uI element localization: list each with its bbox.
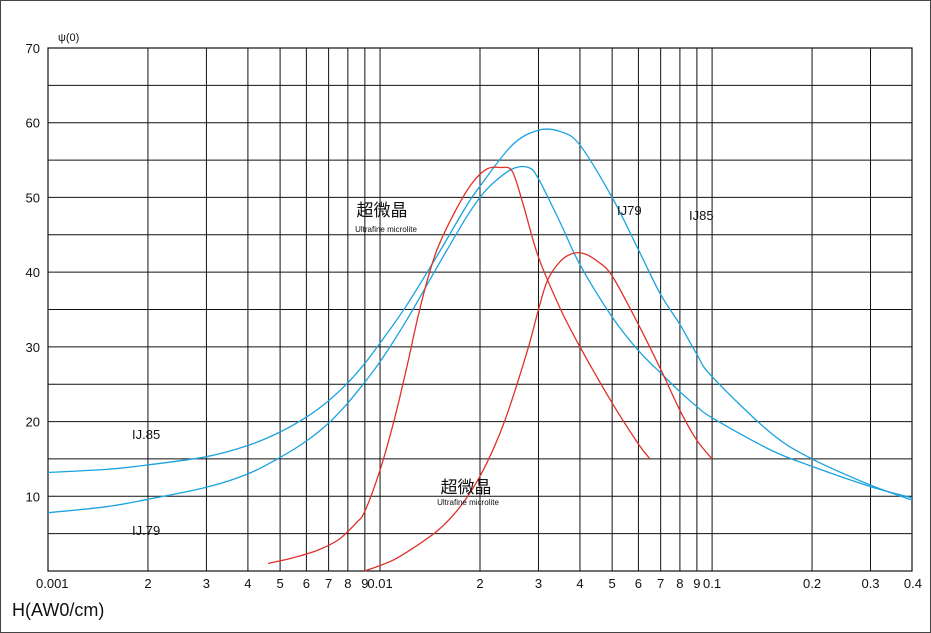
x-tick-label: 2 [476, 576, 483, 591]
series-group [47, 128, 913, 572]
annotation-ultrafine-upper-cn: 超微晶 [357, 201, 408, 221]
y-tick-label: 30 [26, 340, 40, 355]
x-tick-label: 2 [144, 576, 151, 591]
x-tick-label: 6 [635, 576, 642, 591]
annotation-ij85-right: IJ85 [689, 208, 714, 223]
x-tick-label: 6 [303, 576, 310, 591]
x-tick-label: 0.001 [36, 576, 69, 591]
x-tick-label: 4 [576, 576, 583, 591]
x-tick-label: 0.01 [367, 576, 392, 591]
annotation-ij79-left: IJ.79 [132, 523, 160, 538]
x-tick-label: 0.4 [904, 576, 922, 591]
y-tick-label: 40 [26, 265, 40, 280]
annotation-ultrafine-lower-en: Ultrafine microlite [437, 498, 499, 507]
y-tick-label: 10 [26, 489, 40, 504]
series-ultrafine-upper-curve [267, 166, 651, 565]
x-tick-label: 0.1 [703, 576, 721, 591]
x-tick-label: 3 [535, 576, 542, 591]
annotation-ultrafine-upper-en: Ultrafine microlite [355, 225, 417, 234]
x-tick-label: 9 [361, 576, 368, 591]
annotation-ij85-left: IJ.85 [132, 427, 160, 442]
annotation-ultrafine-lower-cn: 超微晶 [441, 478, 492, 498]
series-ij85-curve [47, 128, 913, 501]
y-tick-label: 20 [26, 415, 40, 430]
grid [47, 47, 913, 571]
x-tick-label: 8 [676, 576, 683, 591]
x-tick-label: 7 [325, 576, 332, 591]
series-ultrafine-lower-curve [364, 251, 713, 572]
annotation-ij79-right: IJ79 [617, 203, 642, 218]
x-tick-label: 5 [276, 576, 283, 591]
x-tick-label: 8 [344, 576, 351, 591]
x-tick-label: 9 [693, 576, 700, 591]
plot-border [47, 47, 913, 572]
x-tick-label: 3 [203, 576, 210, 591]
x-tick-label: 0.2 [803, 576, 821, 591]
x-axis-label: H(AW0/cm) [12, 600, 104, 620]
x-tick-label: 4 [244, 576, 251, 591]
x-tick-label: 5 [609, 576, 616, 591]
y-tick-label: 50 [26, 190, 40, 205]
series-ij79-curve [47, 165, 913, 514]
y-axis-label: ψ(0) [58, 32, 79, 44]
x-tick-label: 0.3 [861, 576, 879, 591]
y-tick-label: 70 [26, 41, 40, 56]
x-tick-label: 7 [657, 576, 664, 591]
y-tick-label: 60 [26, 116, 40, 131]
